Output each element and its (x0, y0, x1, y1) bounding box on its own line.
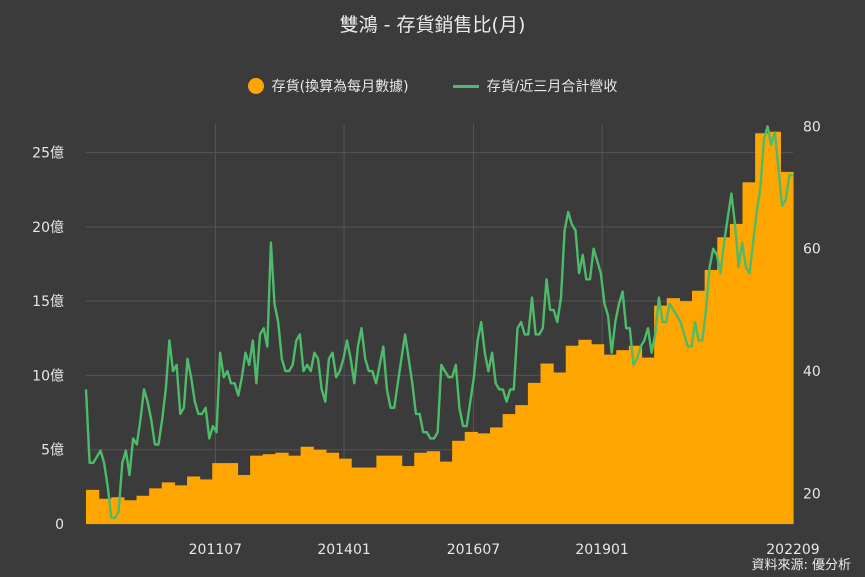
inventory-bar (692, 290, 706, 524)
inventory-bar (325, 452, 340, 524)
legend-item-inventory[interactable]: 存貨(換算為每月數據) (247, 76, 409, 96)
y-left-tick-label: 20億 (32, 220, 64, 236)
inventory-bar (401, 466, 415, 524)
inventory-bar (654, 305, 668, 524)
x-tick-label: 201607 (447, 542, 500, 558)
inventory-bar (136, 495, 150, 524)
inventory-bar (338, 458, 352, 524)
inventory-bar (174, 485, 188, 524)
inventory-bar (161, 482, 175, 524)
inventory-bar (187, 476, 201, 524)
legend-swatch-inventory (247, 78, 264, 94)
inventory-bar (780, 171, 794, 524)
inventory-bar (666, 298, 680, 524)
ratio-line (84, 125, 793, 520)
inventory-bar (767, 131, 781, 524)
legend-label-inventory: 存貨(換算為每月數據) (271, 79, 409, 95)
chart-legend: 存貨(換算為每月數據) 存貨/近三月合計營收 (0, 76, 865, 96)
inventory-bar (86, 489, 100, 524)
inventory-bar (490, 427, 504, 524)
inventory-bar (237, 474, 251, 524)
inventory-bar (502, 414, 516, 524)
y-right-tick-label: 60 (803, 242, 821, 258)
inventory-bar (212, 463, 226, 524)
inventory-bar (149, 488, 163, 524)
inventory-bar (553, 372, 567, 524)
inventory-bar (426, 451, 441, 524)
legend-item-ratio[interactable]: 存貨/近三月合計營收 (452, 76, 618, 96)
inventory-bar (679, 301, 693, 524)
inventory-bar (452, 440, 466, 524)
inventory-bar (224, 463, 239, 524)
inventory-bar (389, 455, 403, 524)
inventory-bar (351, 467, 365, 524)
inventory-bar (591, 344, 605, 524)
inventory-bar (628, 345, 643, 524)
y-right-tick-label: 80 (803, 119, 821, 135)
inventory-bar (477, 433, 491, 524)
inventory-bar (275, 452, 289, 524)
y-left-tick-label: 10億 (32, 368, 64, 384)
inventory-bar (603, 354, 617, 524)
inventory-bar (540, 363, 554, 524)
inventory-bar (565, 345, 579, 524)
y-left-tick-label: 0 (55, 517, 64, 533)
inventory-bar (439, 461, 453, 524)
inventory-bar (98, 498, 112, 524)
inventory-bar (376, 455, 390, 524)
inventory-bar (578, 339, 592, 524)
inventory-bar (414, 452, 428, 524)
inventory-bar (363, 467, 377, 524)
y-right-tick-label: 20 (803, 486, 821, 502)
inventory-bar (123, 500, 138, 524)
inventory-bar (755, 133, 769, 524)
y-left-tick-label: 15億 (32, 294, 64, 310)
source-note: 資料來源: 優分析 (751, 558, 851, 573)
inventory-bar (250, 455, 264, 524)
inventory-bar (262, 454, 276, 524)
inventory-bar (515, 405, 529, 524)
inventory-bar (464, 431, 478, 524)
inventory-bar (527, 382, 542, 524)
y-right-tick-label: 40 (803, 364, 821, 380)
inventory-bar (288, 455, 302, 524)
legend-swatch-ratio (452, 84, 479, 88)
x-tick-label: 201107 (189, 542, 242, 558)
legend-label-ratio: 存貨/近三月合計營收 (486, 79, 618, 95)
inventory-bar (300, 446, 314, 524)
x-tick-label: 201401 (317, 542, 370, 558)
inventory-bar (616, 350, 630, 524)
inventory-bar (199, 479, 213, 524)
inventory-bar (313, 449, 327, 524)
inventory-bar (641, 357, 655, 524)
chart-title: 雙鴻 - 存貨銷售比(月) (339, 14, 526, 36)
y-left-tick-label: 5億 (41, 443, 64, 459)
y-left-tick-label: 25億 (32, 146, 64, 162)
inventory-bar (717, 237, 731, 524)
inventory-bar (729, 223, 744, 524)
x-tick-label: 201901 (575, 542, 628, 558)
inventory-bar (704, 269, 718, 524)
x-tick-label: 202209 (766, 542, 819, 558)
